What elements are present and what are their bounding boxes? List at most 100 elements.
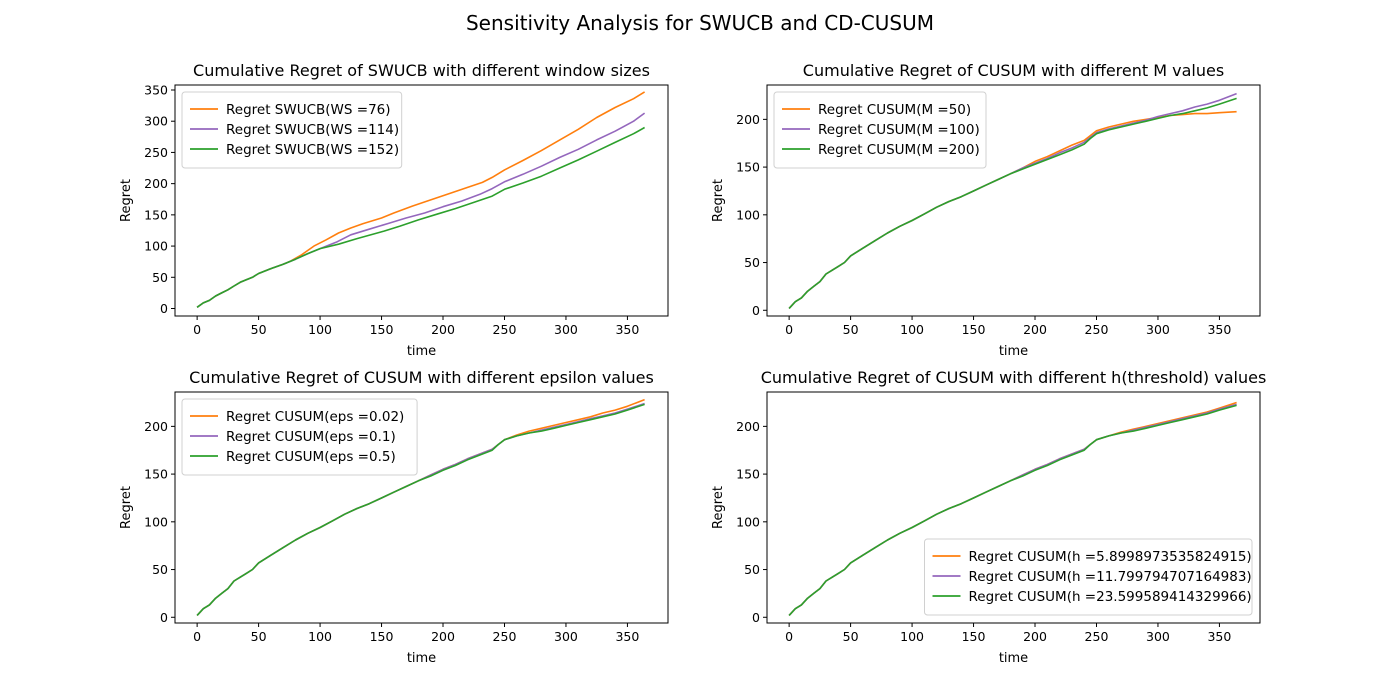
chart-3-legend: Regret CUSUM(eps =0.02) Regret CUSUM(eps … <box>181 398 418 476</box>
chart-1-x-tick-label: 100 <box>308 322 332 337</box>
chart-3-legend-frame <box>181 398 418 476</box>
chart-4-x-tick-label: 350 <box>1207 629 1231 644</box>
chart-2-legend-label: Regret CUSUM(M =100) <box>818 122 980 138</box>
chart-3-series-line-3 <box>196 403 645 616</box>
figure-suptitle: Sensitivity Analysis for SWUCB and CD-CU… <box>466 11 934 35</box>
chart-4-x-tick-label: 100 <box>900 629 924 644</box>
chart-1-legend: Regret SWUCB(WS =76) Regret SWUCB(WS =114… <box>181 91 403 169</box>
chart-1-y-tick-label: 50 <box>152 270 168 285</box>
chart-1-y-tick-label: 200 <box>144 176 168 191</box>
chart-4-y-tick-label: 0 <box>752 610 760 625</box>
chart-1-x-tick-label: 0 <box>193 322 201 337</box>
chart-4-plot-frame <box>766 391 1261 624</box>
chart-2-title: Cumulative Regret of CUSUM with differen… <box>803 61 1224 80</box>
chart-2-x-axis-label: time <box>999 344 1028 359</box>
chart-1-x-axis-label: time <box>407 344 436 359</box>
chart-3-legend-label: Regret CUSUM(eps =0.5) <box>226 449 396 465</box>
chart-1-y-tick-label: 250 <box>144 145 168 160</box>
chart-4-y-tick-label: 200 <box>736 419 760 434</box>
chart-2-y-tick-label: 200 <box>736 112 760 127</box>
chart-4-x-tick-label: 0 <box>785 629 793 644</box>
chart-4-title: Cumulative Regret of CUSUM with differen… <box>761 368 1267 387</box>
chart-2-y-tick-label: 0 <box>752 303 760 318</box>
chart-1-plot-frame <box>174 84 669 317</box>
chart-4-x-axis-label: time <box>999 651 1028 666</box>
chart-4-legend-frame <box>924 538 1253 616</box>
chart-2-x-tick-label: 300 <box>1146 322 1170 337</box>
chart-3-y-tick-label: 150 <box>144 467 168 482</box>
chart-4-legend-label: Regret CUSUM(h =5.8998973535824915) <box>969 549 1252 565</box>
chart-3: Cumulative Regret of CUSUM with differen… <box>119 368 669 666</box>
subplot-grid: Cumulative Regret of SWUCB with differen… <box>119 61 1266 666</box>
chart-2-plot-frame <box>766 84 1261 317</box>
chart-4-legend-label: Regret CUSUM(h =11.799794707164983) <box>969 569 1252 585</box>
chart-3-x-tick-label: 200 <box>431 629 455 644</box>
chart-2-x-tick-label: 0 <box>785 322 793 337</box>
chart-2: Cumulative Regret of CUSUM with differen… <box>711 61 1261 359</box>
chart-4-x-tick-label: 300 <box>1146 629 1170 644</box>
chart-4-y-tick-label: 150 <box>736 467 760 482</box>
chart-2-series-line-3 <box>788 97 1237 309</box>
chart-2-x-tick-label: 50 <box>843 322 859 337</box>
chart-1-y-tick-label: 100 <box>144 239 168 254</box>
chart-1-legend-label: Regret SWUCB(WS =152) <box>226 142 399 158</box>
chart-1-y-tick-label: 300 <box>144 114 168 129</box>
chart-1: Cumulative Regret of SWUCB with differen… <box>119 61 669 359</box>
chart-1-x-tick-label: 350 <box>615 322 639 337</box>
chart-1-y-tick-label: 350 <box>144 82 168 97</box>
chart-2-legend-label: Regret CUSUM(M =200) <box>818 142 980 158</box>
chart-2-x-tick-label: 100 <box>900 322 924 337</box>
chart-1-legend-label: Regret SWUCB(WS =114) <box>226 122 399 138</box>
chart-3-x-tick-label: 250 <box>493 629 517 644</box>
chart-3-x-tick-label: 100 <box>308 629 332 644</box>
chart-4-series-line-3 <box>788 404 1237 616</box>
chart-3-x-tick-label: 50 <box>251 629 267 644</box>
chart-4-legend: Regret CUSUM(h =5.8998973535824915) Regre… <box>924 538 1253 616</box>
chart-1-y-tick-label: 150 <box>144 207 168 222</box>
chart-3-x-tick-label: 300 <box>554 629 578 644</box>
chart-4: Cumulative Regret of CUSUM with differen… <box>711 368 1266 666</box>
chart-3-x-tick-label: 0 <box>193 629 201 644</box>
chart-3-legend-label: Regret CUSUM(eps =0.02) <box>226 409 404 425</box>
chart-2-legend: Regret CUSUM(M =50) Regret CUSUM(M =100) R… <box>773 91 987 169</box>
chart-1-x-tick-label: 150 <box>370 322 394 337</box>
chart-1-y-tick-label: 0 <box>160 301 168 316</box>
chart-1-x-tick-label: 300 <box>554 322 578 337</box>
chart-2-y-axis-label: Regret <box>711 179 726 222</box>
chart-4-legend-label: Regret CUSUM(h =23.599589414329966) <box>969 589 1252 605</box>
chart-3-plot-frame <box>174 391 669 624</box>
chart-2-y-tick-label: 50 <box>744 255 760 270</box>
chart-2-legend-label: Regret CUSUM(M =50) <box>818 102 971 118</box>
chart-4-x-tick-label: 150 <box>962 629 986 644</box>
chart-3-y-tick-label: 200 <box>144 419 168 434</box>
chart-1-title: Cumulative Regret of SWUCB with differen… <box>193 61 650 80</box>
chart-3-y-tick-label: 50 <box>152 562 168 577</box>
chart-3-y-tick-label: 100 <box>144 514 168 529</box>
chart-4-x-tick-label: 250 <box>1085 629 1109 644</box>
chart-1-series-line-3 <box>196 126 645 308</box>
chart-1-x-tick-label: 200 <box>431 322 455 337</box>
chart-1-x-tick-label: 250 <box>493 322 517 337</box>
chart-3-y-axis-label: Regret <box>119 486 134 529</box>
chart-4-y-tick-label: 50 <box>744 562 760 577</box>
chart-2-y-tick-label: 100 <box>736 207 760 222</box>
chart-1-x-tick-label: 50 <box>251 322 267 337</box>
chart-1-legend-frame <box>181 91 403 169</box>
chart-4-y-tick-label: 100 <box>736 514 760 529</box>
chart-4-x-tick-label: 200 <box>1023 629 1047 644</box>
chart-2-x-tick-label: 350 <box>1207 322 1231 337</box>
chart-1-legend-label: Regret SWUCB(WS =76) <box>226 102 391 118</box>
chart-1-y-axis-label: Regret <box>119 179 134 222</box>
chart-3-x-axis-label: time <box>407 651 436 666</box>
chart-2-x-tick-label: 150 <box>962 322 986 337</box>
chart-2-legend-frame <box>773 91 987 169</box>
chart-4-x-tick-label: 50 <box>843 629 859 644</box>
chart-2-y-tick-label: 150 <box>736 160 760 175</box>
chart-2-x-tick-label: 250 <box>1085 322 1109 337</box>
chart-2-x-tick-label: 200 <box>1023 322 1047 337</box>
chart-4-y-axis-label: Regret <box>711 486 726 529</box>
chart-3-title: Cumulative Regret of CUSUM with differen… <box>189 368 654 387</box>
chart-3-x-tick-label: 150 <box>370 629 394 644</box>
chart-3-x-tick-label: 350 <box>615 629 639 644</box>
